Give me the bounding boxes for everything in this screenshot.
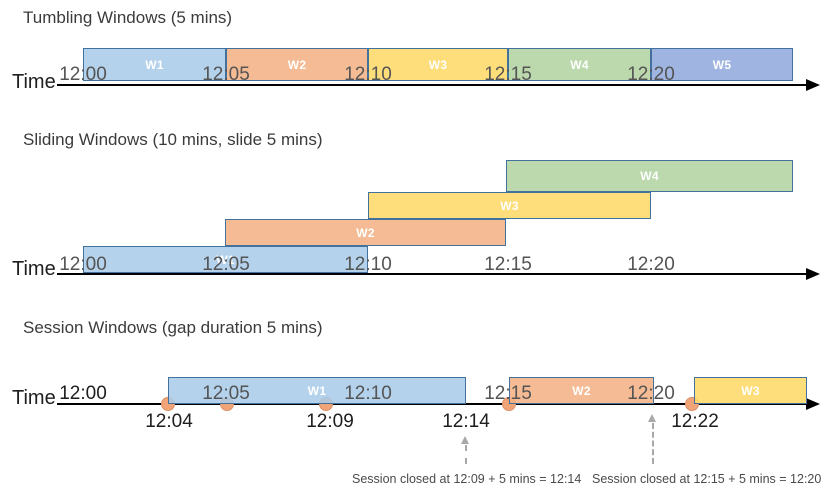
window-box-w1: W1: [83, 48, 226, 81]
axis-tick-label: 12:20: [627, 254, 675, 275]
window-label: W3: [500, 198, 519, 213]
time-axis-line: [57, 403, 806, 405]
axis-tick-label: 12:10: [344, 254, 392, 275]
window-label: W4: [570, 57, 589, 72]
section-title-sliding: Sliding Windows (10 mins, slide 5 mins): [23, 130, 323, 149]
event-time-label: 12:22: [671, 411, 719, 432]
event-time-label: 12:09: [306, 411, 354, 432]
dashed-arrow-line: [652, 423, 654, 464]
axis-tick-label: 12:05: [202, 254, 250, 275]
time-axis-arrowhead-icon: [806, 398, 820, 410]
window-label: W3: [741, 383, 760, 398]
axis-tick-label: 12:05: [202, 64, 250, 85]
window-label: W2: [356, 225, 375, 240]
window-box-w5: W5: [651, 48, 793, 81]
dashed-arrow-up-icon: [461, 436, 469, 444]
window-label: W1: [307, 383, 327, 398]
window-label: W2: [572, 383, 591, 398]
axis-tick-label: 12:15: [484, 64, 532, 85]
session-closed-annotation: Session closed at 12:15 + 5 mins = 12:20: [592, 472, 822, 486]
event-time-label: 12:14: [442, 411, 490, 432]
axis-tick-label: 12:00: [59, 383, 107, 404]
window-box-w3: W3: [694, 377, 807, 404]
window-box-w3: W3: [368, 48, 508, 81]
time-axis-label: Time: [12, 71, 56, 93]
window-box-w1: W1: [83, 246, 368, 273]
window-label: W2: [287, 57, 307, 72]
window-label: W5: [712, 57, 732, 72]
axis-tick-label: 12:10: [344, 64, 392, 85]
axis-tick-label: 12:20: [627, 383, 675, 404]
section-title-tumbling: Tumbling Windows (5 mins): [23, 8, 233, 27]
window-label: W3: [428, 57, 448, 72]
dashed-arrow-up-icon: [648, 414, 656, 422]
dashed-arrow-line: [465, 445, 467, 464]
axis-tick-label: 12:20: [627, 64, 675, 85]
window-label: W1: [145, 57, 164, 72]
axis-tick-label: 12:15: [484, 254, 532, 275]
time-axis-line: [57, 84, 806, 86]
window-box-w2: W2: [509, 377, 654, 404]
window-box-w1: W1: [168, 377, 466, 404]
window-box-w4: W4: [508, 48, 651, 81]
axis-tick-label: 12:00: [59, 64, 107, 85]
time-axis-arrowhead-icon: [806, 268, 820, 280]
window-box-w2: W2: [226, 48, 368, 81]
window-box-w4: W4: [506, 160, 793, 192]
axis-tick-label: 12:05: [202, 383, 250, 404]
event-time-label: 12:04: [145, 411, 193, 432]
section-title-session: Session Windows (gap duration 5 mins): [23, 318, 323, 337]
time-axis-label: Time: [12, 387, 56, 409]
time-axis-arrowhead-icon: [806, 79, 820, 91]
window-label: W1: [216, 252, 235, 267]
axis-tick-label: 12:00: [59, 254, 107, 275]
window-label: W4: [640, 169, 659, 183]
session-closed-annotation: Session closed at 12:09 + 5 mins = 12:14: [352, 472, 582, 486]
axis-tick-label: 12:15: [484, 383, 532, 404]
time-axis-label: Time: [12, 258, 56, 280]
window-box-w3: W3: [368, 192, 651, 219]
window-box-w2: W2: [225, 219, 506, 246]
axis-tick-label: 12:10: [344, 383, 392, 404]
time-axis-line: [57, 273, 806, 275]
